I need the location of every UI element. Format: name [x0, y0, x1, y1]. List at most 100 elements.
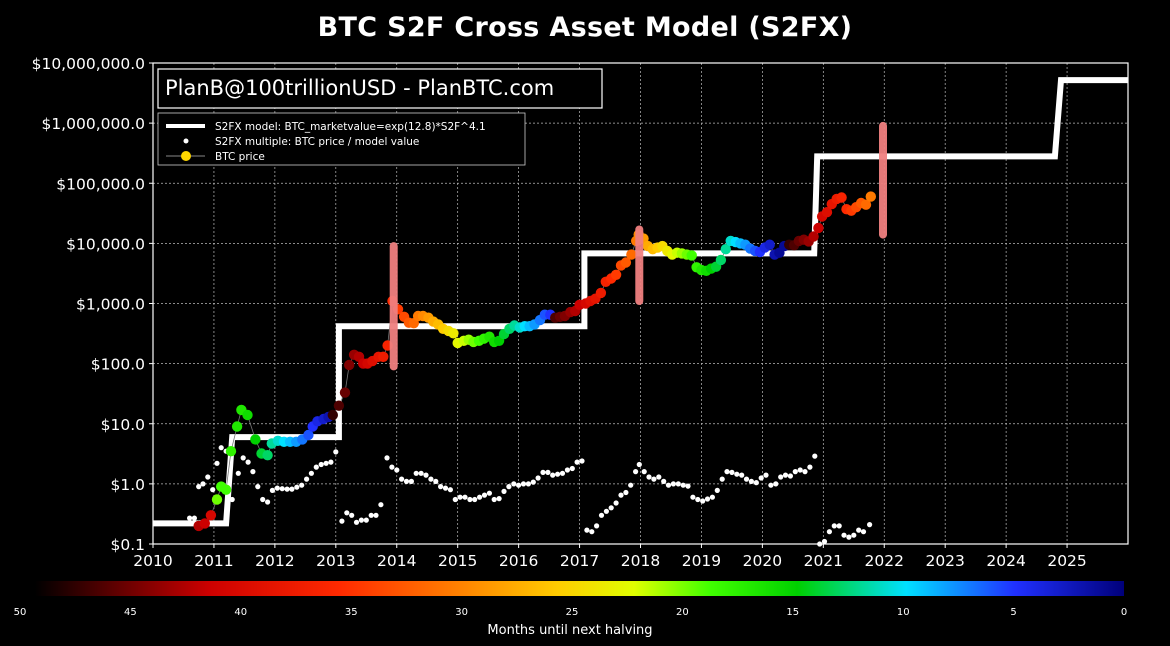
price-point [250, 434, 261, 445]
price-point [225, 446, 237, 457]
multiple-point [613, 500, 619, 506]
multiple-point [831, 523, 837, 529]
colorbar-tick-label: 30 [455, 607, 468, 618]
multiple-point [384, 455, 390, 461]
multiple-point [836, 523, 842, 529]
multiple-point [618, 492, 624, 498]
colorbar-tick-label: 50 [14, 607, 27, 618]
multiple-point [506, 484, 512, 490]
multiple-point [739, 472, 745, 478]
multiple-point [768, 482, 774, 488]
multiple-point [205, 474, 211, 480]
multiple-point [535, 475, 541, 481]
multiple-point [457, 494, 463, 500]
multiple-point [782, 472, 789, 478]
multiple-point [481, 492, 488, 498]
multiple-point [389, 464, 395, 470]
multiple-point [218, 445, 224, 451]
multiple-point [403, 478, 410, 484]
multiple-point [472, 496, 478, 503]
multiple-point [349, 512, 355, 518]
price-point [808, 231, 819, 242]
multiple-point [284, 486, 290, 492]
price-point [448, 328, 459, 339]
multiple-point [260, 496, 266, 503]
multiple-point [856, 527, 862, 533]
colorbar-tick-label: 20 [676, 607, 689, 618]
multiple-point [363, 517, 369, 523]
multiple-point [433, 478, 439, 484]
multiple-point [646, 474, 652, 480]
x-tick-label: 2014 [377, 552, 416, 570]
multiple-point [229, 496, 235, 503]
colorbar-gradient [35, 581, 1124, 596]
colorbar-tick-label: 0 [1121, 607, 1127, 618]
x-tick-label: 2021 [804, 552, 843, 570]
multiple-point [807, 464, 813, 470]
y-tick-label: $10,000.0 [66, 235, 145, 253]
colorbar-tick-label: 15 [786, 607, 799, 618]
price-point [242, 409, 253, 421]
x-tick-label: 2024 [986, 552, 1025, 570]
multiple-point [860, 529, 867, 535]
multiple-point [714, 487, 720, 493]
multiple-point [378, 502, 384, 508]
multiple-point [491, 496, 497, 503]
price-point [715, 254, 727, 266]
multiple-point [318, 461, 324, 468]
axes: $0.1 $1.0 $10.0 $100.0 $1,000.0 $10,000.0 $100… [32, 55, 1129, 570]
multiple-point [540, 469, 546, 475]
multiple-point [274, 485, 280, 491]
multiple-point [408, 478, 414, 484]
multiple-point [368, 512, 374, 518]
multiple-point [584, 527, 590, 533]
multiple-point [511, 481, 517, 487]
price-point [205, 510, 217, 521]
x-tick-label: 2018 [621, 552, 660, 570]
multiple-point [423, 472, 429, 478]
y-tick-label: $0.1 [110, 536, 145, 554]
colorbar-tick-label: 45 [124, 607, 137, 618]
x-tick-label: 2013 [316, 552, 355, 570]
multiple-point [328, 459, 334, 465]
multiple-point [255, 484, 261, 490]
legend-multiple-label: S2FX multiple: BTC price / model value [215, 136, 419, 148]
price-point [836, 192, 847, 203]
multiple-point [428, 476, 434, 482]
multiple-point [520, 481, 527, 487]
multiple-point [589, 529, 595, 535]
x-tick-label: 2016 [499, 552, 538, 570]
y-tick-label: $1.0 [110, 476, 145, 494]
multiple-point [598, 512, 605, 518]
multiple-point [555, 471, 561, 477]
multiple-point [812, 453, 818, 459]
x-tick-label: 2017 [560, 552, 599, 570]
multiple-point [675, 481, 681, 487]
price-point [344, 359, 355, 371]
multiple-point [623, 489, 629, 496]
multiple-point [196, 484, 202, 490]
legend-model-label: S2FX model: BTC_marketvalue=exp(12.8)*S2… [215, 121, 486, 133]
multiple-point [187, 515, 193, 521]
multiple-point [545, 469, 551, 475]
multiple-point [235, 470, 241, 476]
price-point [333, 400, 345, 411]
price-point [626, 249, 637, 260]
x-tick-label: 2023 [925, 552, 964, 570]
y-tick-label: $1,000.0 [76, 296, 145, 314]
price-point [262, 450, 273, 461]
colorbar-tick-label: 35 [345, 607, 358, 618]
multiple-point [516, 482, 522, 488]
multiple-point [210, 487, 216, 493]
multiple-point [763, 472, 769, 478]
price-point [813, 222, 824, 234]
multiple-point [651, 476, 657, 482]
multiple-point [339, 518, 345, 524]
multiple-point [344, 510, 350, 516]
y-tick-label: $10.0 [101, 416, 145, 434]
multiple-point [700, 498, 706, 504]
multiple-point [313, 464, 319, 470]
multiple-point [743, 476, 750, 482]
price-point [764, 239, 775, 250]
